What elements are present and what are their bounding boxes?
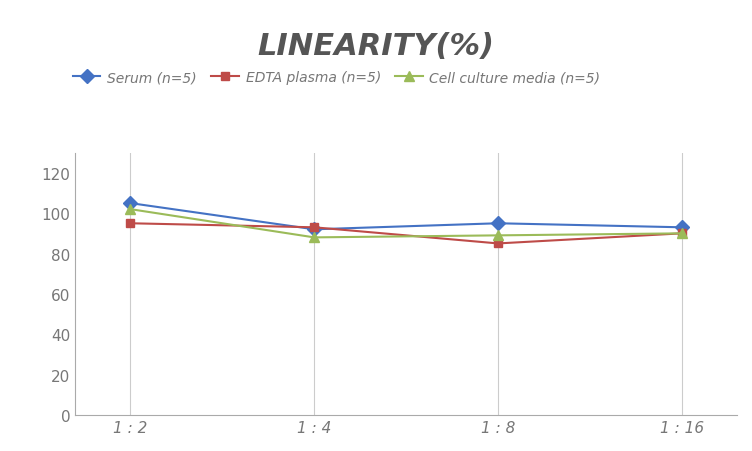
Legend: Serum (n=5), EDTA plasma (n=5), Cell culture media (n=5): Serum (n=5), EDTA plasma (n=5), Cell cul… xyxy=(67,65,606,91)
Text: LINEARITY(%): LINEARITY(%) xyxy=(257,32,495,60)
